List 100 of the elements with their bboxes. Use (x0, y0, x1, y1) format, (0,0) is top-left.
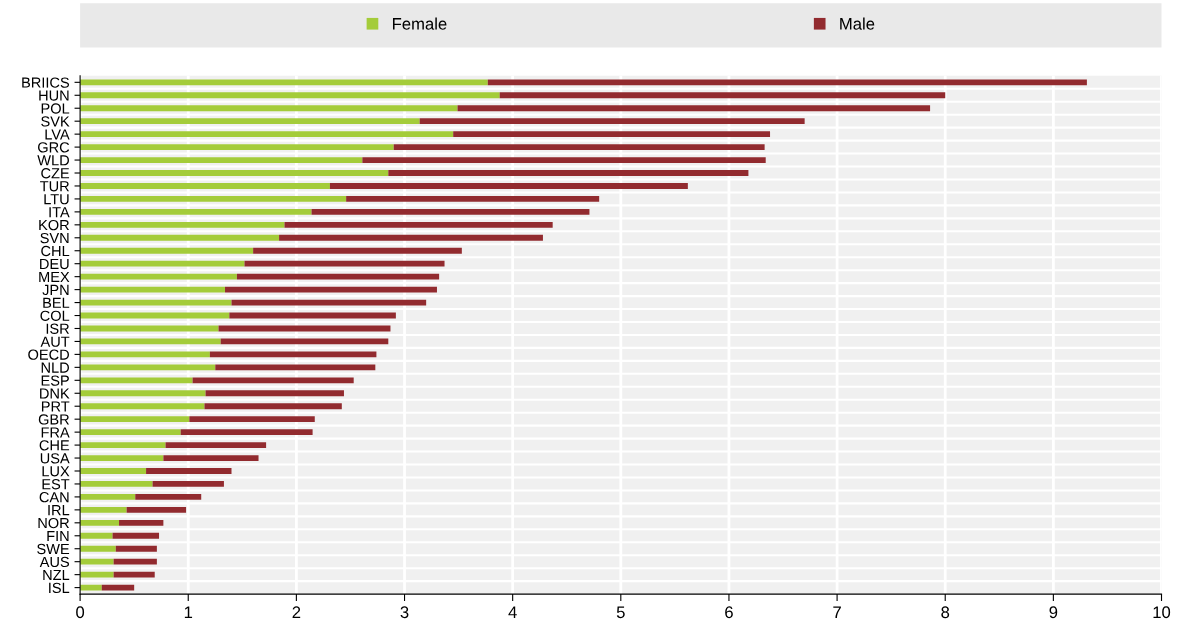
bar (146, 468, 232, 474)
y-tick-label: JPN (42, 284, 69, 296)
bar (180, 429, 313, 436)
bar (80, 351, 210, 358)
x-tick-label: 6 (725, 606, 733, 619)
y-tick-label: CHL (41, 245, 70, 257)
y-tick-label: SWE (37, 543, 70, 555)
y-tick-label: SVN (40, 232, 69, 244)
bar (362, 157, 766, 163)
bar (189, 416, 315, 423)
y-tick-label: NOR (38, 517, 70, 529)
y-tick-label: LVA (45, 129, 70, 140)
y-tick-label: SVK (41, 116, 70, 127)
y-tick-label: HUN (39, 90, 69, 101)
bar (499, 92, 946, 99)
bar (80, 183, 330, 189)
y-tick-label: KOR (39, 219, 70, 231)
bar (152, 481, 224, 487)
y-tick-label: BRIICS (22, 77, 70, 88)
bar (329, 183, 688, 189)
bar (80, 364, 216, 371)
bar (209, 351, 377, 358)
bar (205, 390, 344, 397)
y-tick-label: PRT (41, 401, 70, 412)
bar (115, 545, 157, 552)
legend-label: Male (840, 17, 875, 30)
y-tick-label: LTU (44, 194, 69, 205)
y-tick-label: CZE (41, 168, 70, 179)
y-tick-label: POL (41, 103, 70, 114)
bar (80, 403, 205, 410)
bar (487, 79, 1087, 86)
bar (393, 144, 765, 151)
y-tick-label: EST (42, 479, 70, 490)
bar (80, 260, 245, 267)
bar (101, 584, 135, 591)
bar (80, 273, 237, 280)
bar (236, 273, 440, 280)
y-tick-label: OECD (28, 349, 69, 360)
bar (80, 221, 285, 228)
bar (80, 493, 136, 500)
bar (244, 260, 445, 267)
bar (119, 519, 164, 526)
bar (80, 455, 164, 461)
y-tick-label: NLD (41, 362, 69, 373)
bar (80, 377, 193, 384)
bar (225, 286, 437, 293)
y-tick-label: TUR (40, 181, 70, 192)
bar (80, 170, 389, 176)
bar (284, 221, 553, 228)
x-tick-label: 8 (941, 606, 950, 619)
y-tick-label: IRL (48, 505, 70, 516)
bar (80, 196, 347, 202)
bar (80, 118, 420, 125)
bar (192, 377, 354, 384)
y-tick-label: GBR (38, 414, 70, 425)
bar (311, 208, 590, 215)
bar (112, 532, 160, 539)
bar (135, 493, 202, 500)
bar (80, 532, 113, 539)
bar (80, 144, 394, 151)
bar (165, 442, 267, 448)
bar (126, 506, 187, 513)
bar (80, 247, 254, 254)
bar (113, 558, 157, 565)
bar (80, 519, 120, 526)
bar (419, 118, 805, 125)
y-tick-label: CAN (39, 492, 69, 503)
y-tick-label: ESP (41, 375, 69, 386)
bar (80, 429, 181, 436)
bar (113, 571, 155, 578)
x-tick-label: 10 (1153, 606, 1171, 619)
bar (80, 286, 226, 293)
bar (253, 247, 462, 254)
y-tick-label: MEX (39, 271, 70, 282)
y-tick-label: ISR (46, 323, 70, 334)
y-tick-label: NZL (43, 569, 70, 580)
bar (457, 105, 931, 112)
bar (346, 196, 600, 202)
x-tick-label: 2 (292, 606, 301, 618)
bar (80, 105, 458, 112)
bar (80, 468, 147, 474)
x-tick-label: 1 (184, 606, 193, 618)
bar (163, 455, 259, 461)
y-tick-label: AUT (40, 336, 70, 347)
y-tick-label: FIN (47, 531, 69, 542)
bar (80, 558, 114, 565)
bar (80, 584, 102, 591)
bar (80, 416, 190, 423)
x-tick-label: 9 (1049, 606, 1058, 619)
bar (215, 364, 376, 371)
x-tick-label: 7 (833, 606, 841, 618)
bar (80, 545, 116, 552)
legend-label: Female (392, 17, 447, 30)
x-tick-label: 4 (508, 606, 517, 618)
y-tick-label: AUS (39, 556, 70, 568)
bar (453, 131, 771, 138)
bar (80, 571, 114, 578)
bar (80, 506, 127, 513)
y-tick-label: BEL (43, 297, 70, 308)
y-tick-label: USA (40, 453, 70, 464)
